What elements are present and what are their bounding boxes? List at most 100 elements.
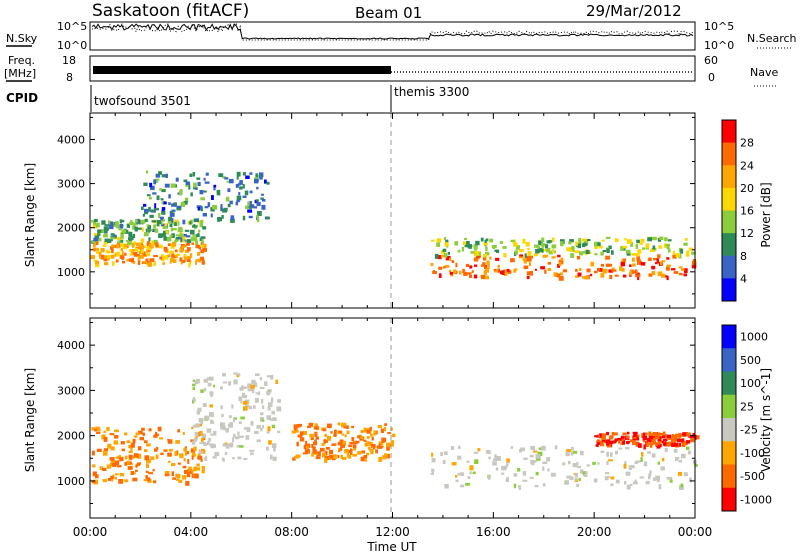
heatmap-cell [106,427,110,432]
heatmap-cell [246,427,251,432]
heatmap-cell [481,274,486,280]
heatmap-cell [338,422,341,426]
heatmap-cell [238,421,242,424]
heatmap-cell [681,438,684,443]
heatmap-cell [638,259,641,262]
heatmap-cell [364,458,367,462]
heatmap-cell [91,450,95,456]
heatmap-cell [292,457,296,461]
heatmap-cell [325,447,330,450]
heatmap-cell [513,473,518,477]
heatmap-cell [190,448,196,453]
heatmap-cell [132,225,135,230]
heatmap-cell [444,242,449,247]
heatmap-cell [250,421,254,426]
heatmap-cell [227,203,231,208]
heatmap-cell [541,242,546,247]
heatmap-cell [651,453,656,458]
heatmap-cell [366,429,370,433]
heatmap-cell [255,373,260,377]
heatmap-cell [460,484,465,488]
heatmap-cell [578,237,582,242]
heatmap-cell [683,273,688,277]
heatmap-cell [173,259,177,263]
heatmap-cell [692,260,697,266]
heatmap-cell [191,440,196,445]
heatmap-cell [189,260,192,265]
heatmap-cell [143,245,146,249]
heatmap-cell [144,455,150,461]
heatmap-cell [228,178,234,184]
y-tick-label: 3000 [57,178,85,191]
heatmap-cell [548,251,553,255]
heatmap-cell [149,185,155,191]
heatmap-cell [294,427,298,432]
heatmap-cell [225,428,229,433]
heatmap-cell [162,262,166,265]
heatmap-cell [445,239,449,243]
heatmap-cell [182,219,186,225]
heatmap-cell [494,454,497,459]
heatmap-cell [260,197,264,200]
heatmap-cell [632,263,636,267]
heatmap-cell [213,384,216,388]
heatmap-cell [153,208,156,213]
heatmap-cell [540,266,546,270]
heatmap-cell [523,265,529,270]
heatmap-cell [100,254,105,260]
heatmap-cell [180,243,185,247]
heatmap-cell [140,243,143,246]
heatmap-cell [146,194,151,197]
heatmap-cell [182,202,186,208]
heatmap-cell [198,451,204,454]
heatmap-cell [144,208,149,213]
heatmap-cell [247,388,253,392]
heatmap-cell [156,446,159,450]
heatmap-cell [480,237,484,242]
heatmap-cell [488,456,491,460]
heatmap-cell [537,451,543,457]
heatmap-cell [599,435,603,439]
heatmap-cell [652,245,656,250]
heatmap-cell [167,220,173,224]
heatmap-cell [659,236,664,240]
heatmap-cell [189,229,195,235]
heatmap-cell [641,247,645,250]
heatmap-cell [692,259,697,262]
heatmap-cell [167,452,172,457]
heatmap-cell [623,463,627,469]
heatmap-cell [679,485,684,490]
heatmap-cell [577,272,582,277]
heatmap-cell [181,245,185,248]
heatmap-cell [527,247,530,250]
heatmap-cell [188,262,191,268]
heatmap-cell [668,239,672,242]
heatmap-cell [117,240,121,244]
heatmap-cell [93,220,97,225]
heatmap-cell [146,170,149,174]
heatmap-cell [238,192,241,196]
heatmap-cell [445,255,451,261]
heatmap-cell [473,257,479,262]
heatmap-cell [164,471,170,477]
heatmap-cell [104,224,109,227]
heatmap-cell [186,451,190,455]
heatmap-cell [161,257,165,262]
heatmap-cell [687,450,691,455]
heatmap-cell [570,446,574,451]
heatmap-cell [497,264,500,268]
heatmap-cell [179,190,183,196]
heatmap-cell [201,244,205,248]
heatmap-cell [487,264,490,269]
heatmap-cell [522,258,528,262]
heatmap-cell [441,250,446,254]
heatmap-cell [136,462,140,467]
heatmap-cell [631,253,636,256]
heatmap-cell [201,450,206,454]
heatmap-cell [195,187,198,190]
heatmap-cell [649,444,653,448]
heatmap-cell [120,219,125,223]
heatmap-cell [235,436,240,440]
heatmap-cell [577,243,581,249]
heatmap-cell [368,447,371,450]
